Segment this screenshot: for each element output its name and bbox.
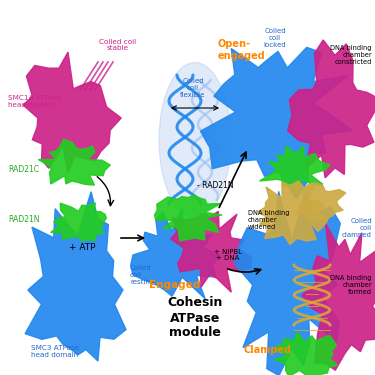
Text: - RAD21N: - RAD21N xyxy=(196,180,233,189)
Text: DNA binding
chamber
widened: DNA binding chamber widened xyxy=(248,210,290,230)
Text: + NIPBL
+ DNA: + NIPBL + DNA xyxy=(214,249,242,261)
Polygon shape xyxy=(154,195,222,241)
Polygon shape xyxy=(302,223,375,370)
Text: SMC1A ATPase
head domain: SMC1A ATPase head domain xyxy=(8,95,61,108)
Text: Open-
engaged: Open- engaged xyxy=(218,39,266,61)
Polygon shape xyxy=(171,211,251,292)
Polygon shape xyxy=(258,181,326,244)
Text: Cohesin
ATPase
module: Cohesin ATPase module xyxy=(167,297,223,339)
Text: Coiled coil
stable: Coiled coil stable xyxy=(99,39,136,51)
Polygon shape xyxy=(274,332,338,375)
Polygon shape xyxy=(295,183,346,231)
Text: DNA binding
chamber
constricted: DNA binding chamber constricted xyxy=(330,45,372,65)
Text: RAD21C: RAD21C xyxy=(8,165,39,174)
Polygon shape xyxy=(25,192,126,361)
Text: RAD21N: RAD21N xyxy=(8,216,39,225)
Text: Coiled
coil
clamped: Coiled coil clamped xyxy=(342,218,372,238)
Text: Coiled
coil
locked: Coiled coil locked xyxy=(264,28,286,48)
Polygon shape xyxy=(23,52,121,172)
Polygon shape xyxy=(51,203,106,241)
Polygon shape xyxy=(131,209,219,299)
Text: Clamped: Clamped xyxy=(243,345,291,355)
Polygon shape xyxy=(288,40,375,178)
Polygon shape xyxy=(235,191,340,375)
Polygon shape xyxy=(200,47,352,199)
Polygon shape xyxy=(39,139,110,185)
Text: Engaged: Engaged xyxy=(149,280,201,290)
Text: Coiled
coil
flexible: Coiled coil flexible xyxy=(180,78,206,98)
Text: + ATP: + ATP xyxy=(69,243,95,252)
Polygon shape xyxy=(260,146,330,195)
Text: Coiled
coil
resting: Coiled coil resting xyxy=(130,265,154,285)
Ellipse shape xyxy=(159,63,231,217)
Text: DNA binding
chamber
formed: DNA binding chamber formed xyxy=(330,275,372,295)
Text: SMC3 ATPase
head domain: SMC3 ATPase head domain xyxy=(31,345,79,358)
